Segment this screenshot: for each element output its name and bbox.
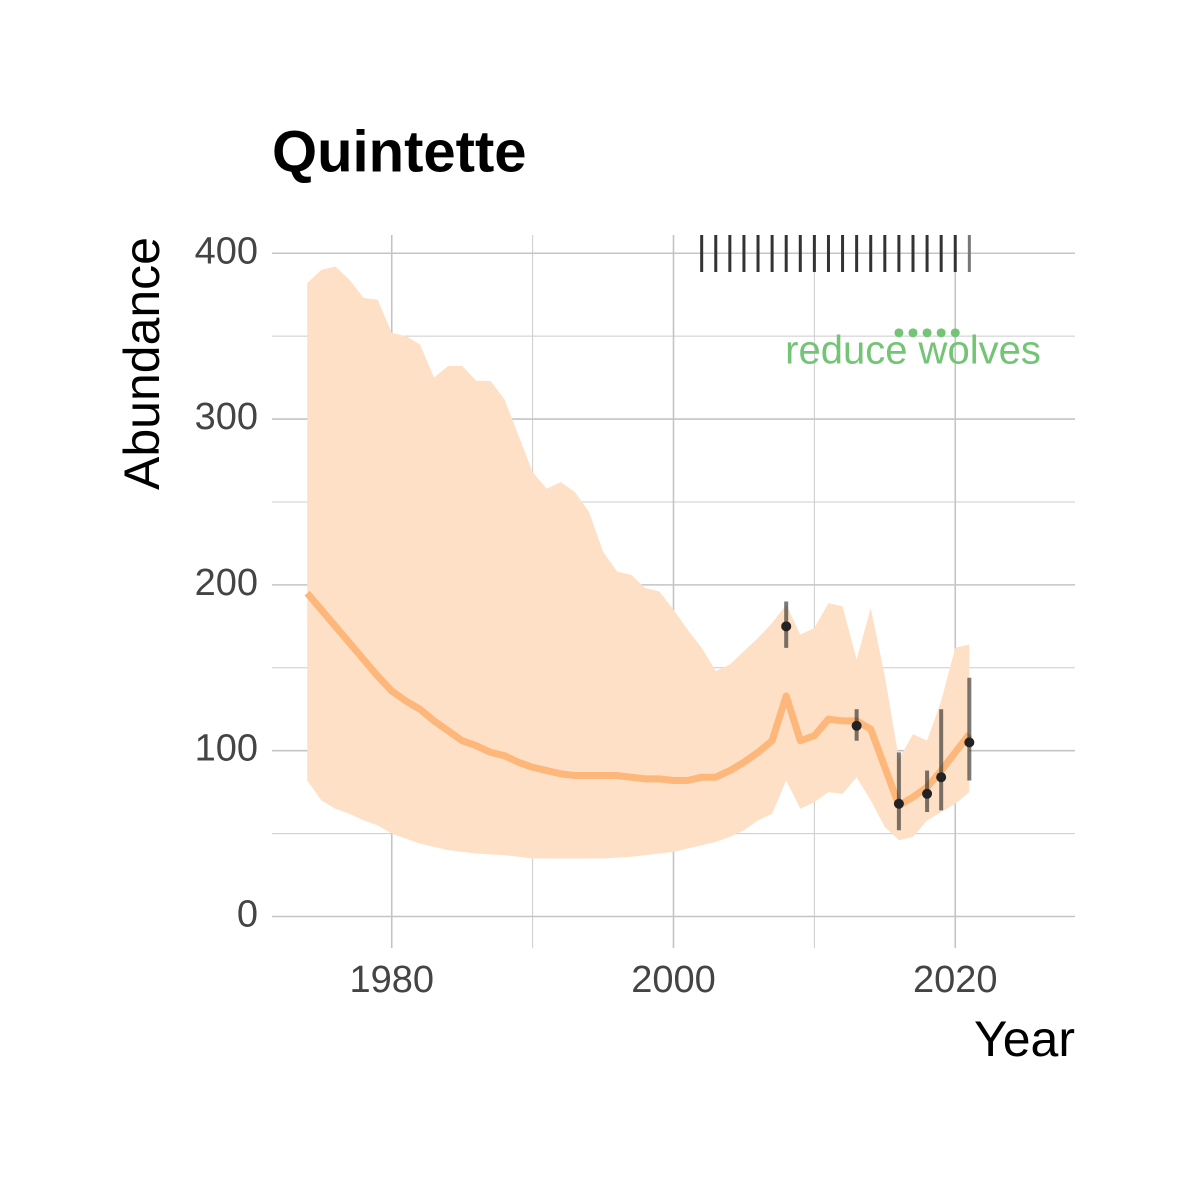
observation-point [936,772,947,783]
treatment-dot [922,328,932,338]
uncertainty-band [307,266,970,859]
observation-point [851,720,862,731]
treatment-dot [936,328,946,338]
observation-point [893,798,904,809]
treatment-dot [894,328,904,338]
annotation: reduce wolves [785,328,1041,372]
treatment-dot [950,328,960,338]
y-tick-label: 0 [237,894,258,936]
observation-point [964,737,975,748]
y-tick-label: 100 [195,728,258,770]
chart-title: Quintette [272,119,527,184]
y-tick-label: 200 [195,562,258,604]
x-tick-label: 2020 [913,959,998,1001]
x-axis-title: Year [974,1011,1075,1067]
observation-point [781,621,792,632]
y-axis-title: Abundance [114,237,170,490]
x-tick-label: 2000 [631,959,716,1001]
x-tick-label: 1980 [349,959,434,1001]
y-tick-label: 300 [195,396,258,438]
treatment-dot [908,328,918,338]
y-tick-label: 400 [195,230,258,272]
observation-point [922,788,933,799]
